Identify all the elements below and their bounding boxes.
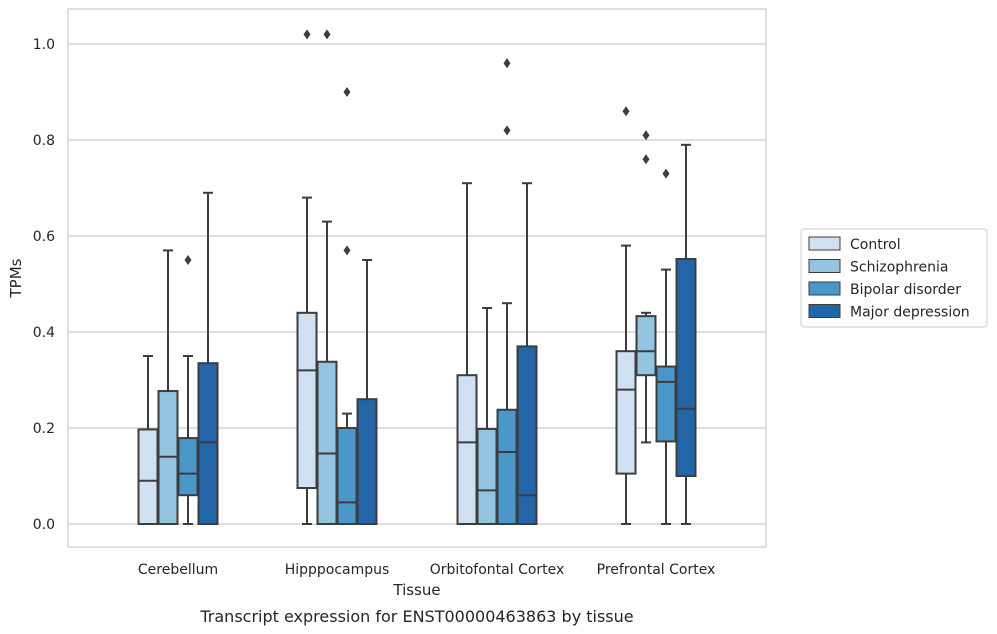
y-tick-label: 0.2 bbox=[33, 421, 55, 437]
box-body bbox=[316, 360, 338, 526]
box-body bbox=[675, 258, 697, 478]
box-3-0 bbox=[615, 106, 637, 525]
outlier-point bbox=[303, 29, 311, 40]
box-body bbox=[496, 408, 518, 526]
box-body bbox=[197, 362, 219, 526]
box-body bbox=[336, 427, 358, 525]
y-tick-label: 0.0 bbox=[33, 517, 55, 533]
legend-swatch bbox=[808, 236, 841, 251]
legend-label: Control bbox=[850, 237, 901, 253]
box-3-3 bbox=[675, 143, 697, 525]
outlier-point bbox=[343, 87, 351, 97]
outlier-point bbox=[323, 29, 331, 40]
box-0-3 bbox=[197, 191, 219, 526]
legend-frame bbox=[800, 228, 988, 328]
x-tick-label: Cerebellum bbox=[138, 562, 218, 578]
box-body bbox=[456, 374, 478, 526]
box-body bbox=[615, 350, 637, 475]
box-1-0 bbox=[296, 29, 318, 525]
y-tick-labels: 0.0 0.2 0.4 0.6 0.8 1.0 bbox=[33, 37, 55, 533]
box-body bbox=[516, 345, 538, 525]
x-tick-label: Orbitofontal Cortex bbox=[430, 562, 565, 578]
outlier-point bbox=[662, 168, 670, 179]
y-tick-label: 0.4 bbox=[33, 325, 55, 341]
box-body bbox=[655, 365, 677, 443]
y-tick-label: 0.6 bbox=[33, 229, 55, 245]
box-1-1 bbox=[316, 29, 338, 526]
box-3-2 bbox=[655, 168, 677, 525]
box-0-2 bbox=[177, 255, 199, 525]
legend-swatch bbox=[808, 259, 841, 273]
x-axis-label: Tissue bbox=[392, 581, 440, 599]
legend-swatch bbox=[808, 304, 841, 318]
box-body bbox=[137, 428, 159, 525]
outlier-point bbox=[622, 106, 630, 117]
box-3-1 bbox=[635, 130, 657, 444]
box-1-3 bbox=[356, 259, 378, 526]
legend: Control Schizophrenia Bipolar disorder Majo… bbox=[800, 228, 988, 328]
legend-label: Schizophrenia bbox=[850, 260, 948, 276]
outlier-point bbox=[503, 58, 511, 69]
box-body bbox=[356, 398, 378, 526]
x-tick-label: Hipppocampus bbox=[285, 562, 390, 578]
box-body bbox=[296, 311, 318, 489]
legend-label: Major depression bbox=[850, 305, 970, 321]
box-0-0 bbox=[137, 355, 159, 525]
x-tick-label: Prefrontal Cortex bbox=[597, 562, 716, 578]
box-body bbox=[177, 437, 199, 497]
y-tick-label: 0.8 bbox=[33, 133, 55, 149]
outlier-point bbox=[184, 255, 192, 265]
box-groups bbox=[137, 29, 697, 526]
outlier-point bbox=[642, 154, 650, 165]
y-tick-label: 1.0 bbox=[33, 37, 55, 53]
y-axis-label: TPMs bbox=[7, 258, 25, 298]
chart-caption: Transcript expression for ENST0000046386… bbox=[199, 607, 633, 626]
box-2-3 bbox=[516, 182, 538, 525]
box-body bbox=[476, 427, 498, 525]
box-1-2 bbox=[336, 87, 358, 525]
outlier-point bbox=[642, 130, 650, 141]
outlier-point bbox=[343, 245, 351, 256]
box-2-0 bbox=[456, 182, 478, 526]
legend-label: Bipolar disorder bbox=[850, 282, 961, 298]
outlier-point bbox=[503, 125, 511, 136]
box-body bbox=[635, 315, 657, 377]
x-tick-labels: Cerebellum Hipppocampus Orbitofontal Corte… bbox=[138, 562, 715, 578]
legend-swatch bbox=[808, 281, 841, 296]
